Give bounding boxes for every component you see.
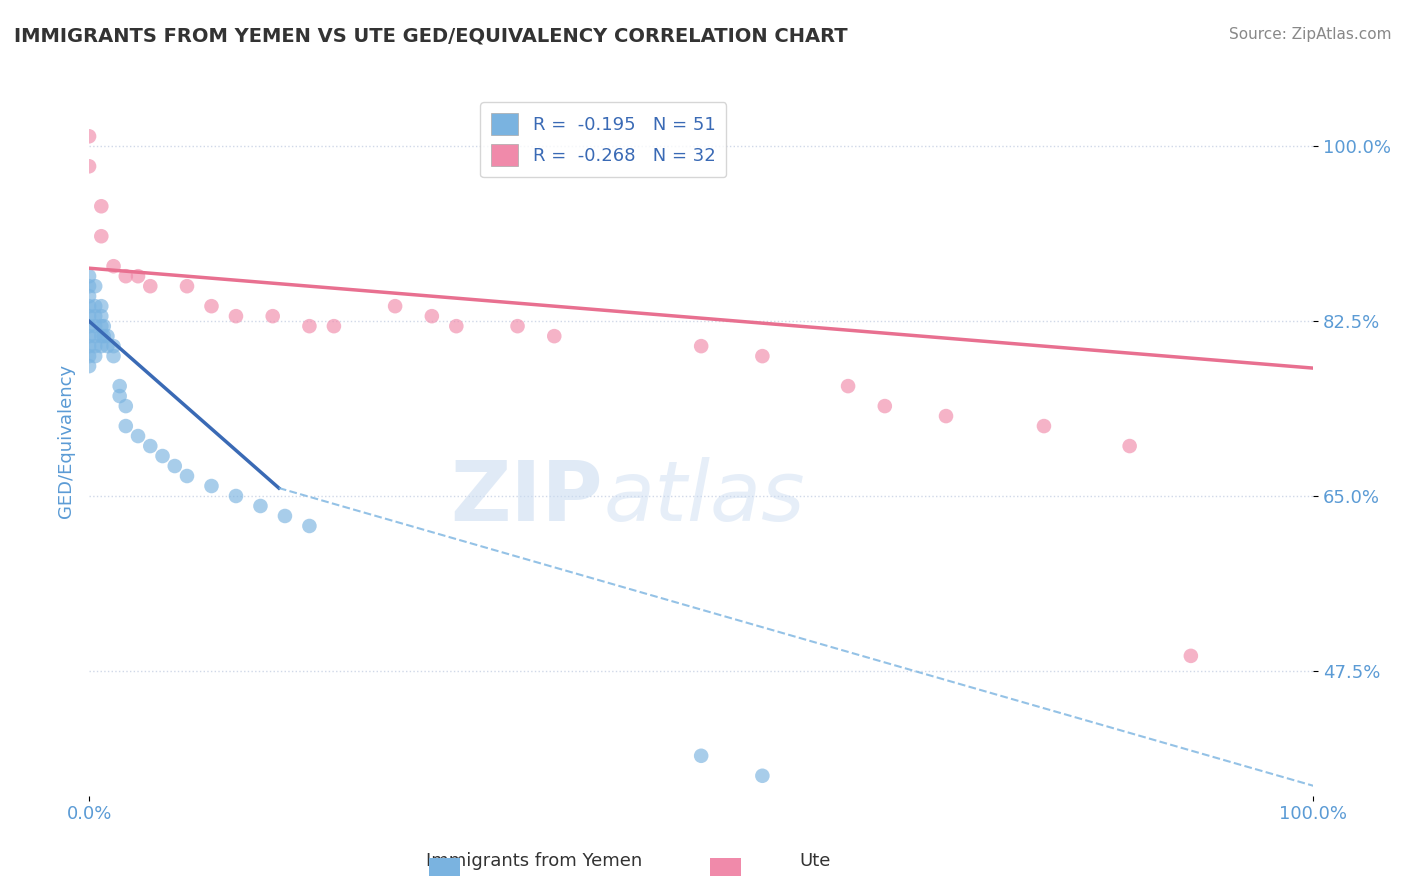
Point — [84, 329, 107, 343]
Point — [274, 508, 297, 523]
Point — [384, 299, 406, 313]
Point — [690, 748, 713, 763]
Point — [103, 339, 125, 353]
Point — [114, 399, 136, 413]
Point — [77, 279, 100, 293]
Point — [114, 419, 136, 434]
Point — [77, 129, 100, 144]
Point — [93, 329, 115, 343]
Point — [84, 349, 107, 363]
Point — [506, 319, 529, 334]
Point — [200, 479, 222, 493]
Point — [837, 379, 859, 393]
Text: atlas: atlas — [603, 458, 804, 538]
Point — [93, 319, 115, 334]
Point — [77, 269, 100, 284]
Text: Source: ZipAtlas.com: Source: ZipAtlas.com — [1229, 27, 1392, 42]
Point — [127, 269, 149, 284]
Point — [690, 339, 713, 353]
Point — [90, 309, 112, 323]
Point — [77, 289, 100, 303]
Point — [103, 259, 125, 273]
Point — [90, 299, 112, 313]
Point — [225, 489, 247, 503]
Point — [77, 329, 100, 343]
Point — [176, 469, 198, 483]
Point — [90, 319, 112, 334]
Point — [176, 279, 198, 293]
Point — [90, 199, 112, 213]
Y-axis label: GED/Equivalency: GED/Equivalency — [58, 364, 75, 518]
Point — [90, 329, 112, 343]
Point — [127, 429, 149, 443]
Point — [152, 449, 174, 463]
Point — [77, 349, 100, 363]
Point — [90, 339, 112, 353]
Point — [90, 229, 112, 244]
Point — [225, 309, 247, 323]
Text: IMMIGRANTS FROM YEMEN VS UTE GED/EQUIVALENCY CORRELATION CHART: IMMIGRANTS FROM YEMEN VS UTE GED/EQUIVAL… — [14, 27, 848, 45]
Point — [84, 299, 107, 313]
Point — [84, 309, 107, 323]
Point — [873, 399, 896, 413]
Point — [1180, 648, 1202, 663]
Point — [262, 309, 284, 323]
Point — [1118, 439, 1140, 453]
Point — [84, 279, 107, 293]
Point — [77, 299, 100, 313]
Point — [420, 309, 443, 323]
Point — [77, 339, 100, 353]
Point — [103, 349, 125, 363]
Legend: R =  -0.195   N = 51, R =  -0.268   N = 32: R = -0.195 N = 51, R = -0.268 N = 32 — [481, 103, 727, 178]
Point — [298, 319, 321, 334]
Point — [84, 319, 107, 334]
Point — [139, 279, 162, 293]
Point — [446, 319, 468, 334]
Point — [1032, 419, 1054, 434]
Point — [249, 499, 271, 513]
Point — [935, 409, 957, 423]
Text: ZIP: ZIP — [451, 458, 603, 538]
Point — [77, 359, 100, 373]
Point — [139, 439, 162, 453]
Point — [322, 319, 344, 334]
Text: Ute: Ute — [800, 852, 831, 870]
Point — [84, 339, 107, 353]
Point — [77, 319, 100, 334]
Point — [200, 299, 222, 313]
Point — [114, 269, 136, 284]
Point — [77, 159, 100, 173]
Point — [108, 379, 131, 393]
Text: Immigrants from Yemen: Immigrants from Yemen — [426, 852, 643, 870]
Point — [108, 389, 131, 403]
Point — [96, 339, 118, 353]
Point — [751, 769, 773, 783]
Point — [543, 329, 565, 343]
Point — [96, 329, 118, 343]
Point — [298, 519, 321, 533]
Point — [77, 309, 100, 323]
Point — [163, 458, 186, 473]
Point — [751, 349, 773, 363]
